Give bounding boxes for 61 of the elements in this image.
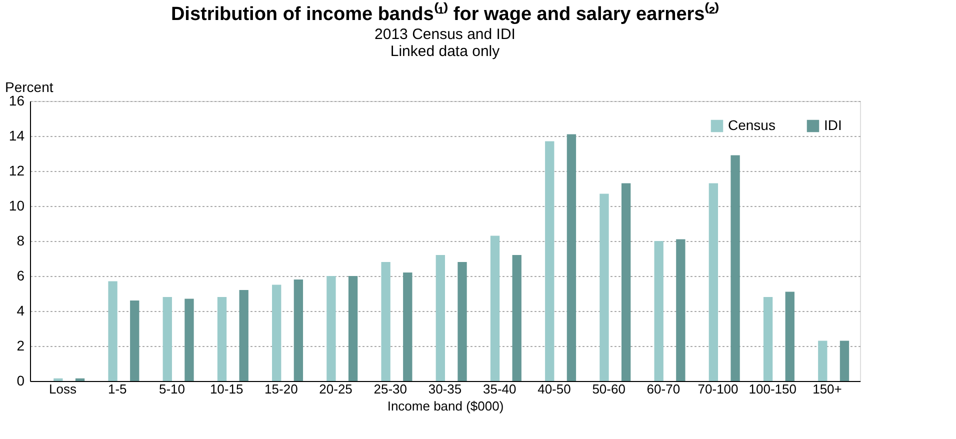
y-tick-label: 0: [16, 372, 25, 388]
bar: [840, 340, 850, 381]
y-tick-label: 4: [16, 302, 25, 318]
bar: [130, 300, 140, 381]
x-tick-label: 5-10: [158, 382, 185, 396]
x-tick-label: 150+: [812, 382, 842, 396]
x-tick-label: 50-60: [592, 382, 626, 396]
y-tick-label: 12: [8, 162, 25, 178]
bar: [54, 378, 63, 381]
bar: [436, 255, 445, 381]
bar: [75, 378, 85, 381]
bar: [763, 297, 773, 381]
y-tick-label: 8: [16, 232, 25, 248]
bar: [512, 255, 522, 381]
bar: [818, 340, 828, 381]
chart-title: Distribution of income bands⁽¹⁾ for wage and salary earners⁽²⁾: [170, 2, 720, 25]
y-tick-label: 2: [16, 338, 25, 354]
x-tick-label: 10-15: [210, 382, 244, 396]
bar: [381, 262, 390, 381]
bar: [730, 155, 740, 381]
bar: [348, 276, 358, 381]
x-tick-label: 15-20: [264, 382, 298, 396]
bar: [654, 241, 664, 381]
x-tick-label: 60-70: [646, 382, 680, 396]
bar: [458, 262, 467, 381]
y-tick-label: 10: [8, 198, 25, 214]
legend-label: IDI: [824, 117, 842, 133]
bar: [708, 183, 718, 381]
bar: [545, 141, 554, 381]
bar: [108, 281, 118, 381]
bar: [217, 297, 227, 381]
x-tick-label: Loss: [49, 382, 77, 396]
bar: [490, 236, 500, 381]
legend-label: Census: [728, 117, 776, 133]
text: Linked data only: [390, 43, 500, 60]
bar: [600, 194, 609, 381]
x-tick-label: 70-100: [698, 382, 738, 396]
x-tick-label: 20-25: [319, 382, 352, 396]
bar: [785, 292, 794, 381]
bar: [162, 297, 172, 381]
text: 2013 Census and IDI: [374, 26, 516, 43]
y-axis-title: Percent: [5, 79, 54, 95]
y-tick-label: 6: [16, 268, 25, 284]
bar: [294, 280, 304, 381]
bar: [676, 239, 686, 381]
bar: [184, 298, 194, 381]
bar: [326, 276, 336, 381]
bar: [272, 284, 282, 381]
y-tick-label: 16: [8, 92, 25, 108]
bar: [239, 290, 248, 381]
bar: [566, 134, 576, 381]
bar: [621, 183, 631, 381]
x-tick-label: 35-40: [482, 382, 516, 396]
x-tick-label: 25-30: [374, 382, 408, 396]
x-tick-label: 30-35: [428, 382, 462, 396]
x-tick-label: 40-50: [538, 382, 571, 396]
x-axis-title: Income band ($000): [387, 398, 504, 414]
bar: [403, 272, 412, 381]
x-tick-label: 1-5: [108, 382, 127, 396]
y-tick-label: 14: [8, 128, 25, 144]
x-tick-label: 100-150: [748, 382, 796, 396]
